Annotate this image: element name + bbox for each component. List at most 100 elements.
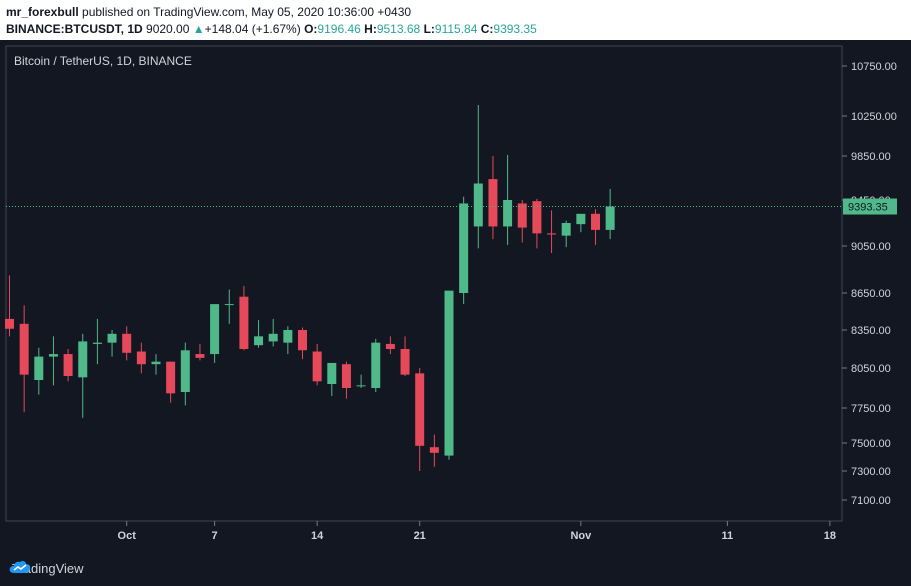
chart-title: Bitcoin / TetherUS, 1D, BINANCE [14,54,192,68]
x-tick-label: Oct [118,530,137,542]
x-tick-label: 21 [414,530,426,542]
x-tick-label: 11 [722,530,734,542]
candle[interactable] [605,189,615,240]
candle[interactable] [268,318,278,347]
close-value: 9393.35 [493,22,537,36]
candle[interactable] [210,304,220,363]
candle-body [327,362,337,384]
tradingview-logo[interactable]: TradingView [8,558,84,578]
candle[interactable] [473,105,483,249]
high-label: H: [364,22,377,36]
candle[interactable] [122,326,132,361]
low-label: L: [423,22,435,36]
candle[interactable] [327,362,337,396]
candle-body [78,341,88,378]
candle[interactable] [19,305,29,413]
candle[interactable] [517,200,527,243]
price-change: +148.04 (+1.67%) [204,22,301,36]
candle[interactable] [341,361,351,399]
x-tick-label: 18 [824,530,836,542]
candle[interactable] [576,213,586,233]
candle-body [210,304,220,355]
candle-body [151,361,161,365]
candle[interactable] [444,290,454,460]
candle-body [532,201,542,234]
y-tick-label: 8650.00 [851,288,891,300]
candle-body [224,304,234,306]
candle-body [48,354,58,357]
candle[interactable] [532,198,542,249]
candle[interactable] [107,330,117,357]
candle[interactable] [591,209,600,245]
low-value: 9115.84 [434,22,478,36]
candle-body [473,183,483,227]
candle-body [283,330,293,343]
candle[interactable] [503,155,513,245]
symbol-ohlc-line: BINANCE:BTCUSDT, 1D 9020.00 ▲+148.04 (+1… [6,22,537,36]
y-tick-label: 8350.00 [851,325,891,337]
plot-frame [5,45,843,522]
candle[interactable] [151,354,161,375]
open-label: O: [304,22,318,36]
candle-body [576,213,586,225]
chart-area[interactable]: 10750.0010250.009850.009450.009050.00865… [0,40,911,550]
candle-body [591,213,600,230]
candle-body [5,318,14,329]
candle[interactable] [78,333,88,418]
candle-body [19,323,29,375]
candle[interactable] [298,327,307,360]
tradingview-brand: TradingView [12,560,84,576]
candle[interactable] [356,374,366,388]
candle[interactable] [400,336,410,376]
candle-body [268,333,278,342]
candle[interactable] [34,347,44,395]
candle-body [444,290,454,456]
x-tick-label: 14 [311,530,324,542]
candle-body [356,385,366,387]
candlestick-chart[interactable]: 10750.0010250.009850.009450.009050.00865… [0,40,911,550]
candle[interactable] [415,368,425,471]
candle-body [63,354,73,376]
candle[interactable] [312,343,322,386]
candle[interactable] [459,196,469,305]
candle[interactable] [371,338,381,392]
x-tick-label: 7 [212,530,218,542]
candle[interactable] [48,336,58,386]
candle-body [34,356,44,380]
candle-body [180,350,190,392]
candle-body [488,179,498,227]
candle[interactable] [136,342,146,374]
candle[interactable] [63,349,73,382]
y-tick-label: 10250.00 [851,111,897,123]
candle[interactable] [166,361,176,403]
y-tick-label: 7300.00 [851,466,891,478]
footer: TradingView [0,550,911,586]
y-tick-label: 8050.00 [851,363,891,375]
candle[interactable] [254,320,264,348]
candle-body [298,330,307,351]
candle-body [341,364,351,388]
candle[interactable] [180,342,190,406]
candle-body [195,354,205,358]
candle[interactable] [195,343,205,361]
candle-body [239,296,249,349]
y-tick-label: 7500.00 [851,438,891,450]
candle-body [385,343,395,349]
y-tick-label: 7100.00 [851,495,891,507]
last-price: 9020.00 [146,22,190,36]
candle[interactable] [239,285,249,351]
candle[interactable] [488,156,498,240]
publisher-name[interactable]: mr_forexbull [6,5,79,19]
candle[interactable] [92,318,102,365]
candle[interactable] [429,434,439,467]
candle[interactable] [224,289,234,324]
candle-body [122,333,132,353]
candle[interactable] [283,326,293,355]
publish-header: mr_forexbull published on TradingView.co… [0,0,911,40]
candle-body [254,336,264,346]
candle[interactable] [547,210,557,254]
candle[interactable] [561,220,571,248]
candle[interactable] [385,336,395,355]
candle[interactable] [5,275,14,337]
candle-body [400,349,410,375]
